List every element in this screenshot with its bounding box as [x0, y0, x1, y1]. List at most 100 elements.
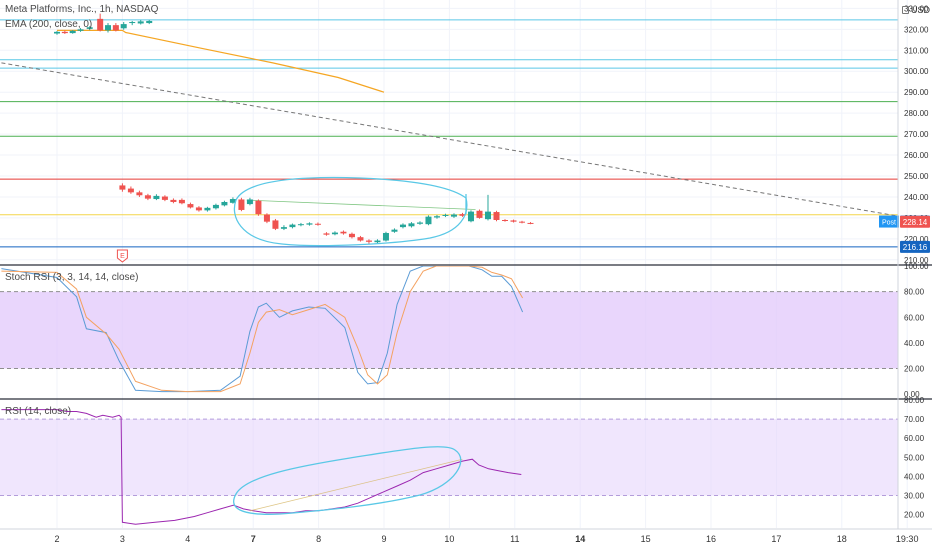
rsi-legend[interactable]: RSI (14, close)	[5, 406, 72, 417]
price-axis-tick: 310.00	[904, 46, 929, 55]
annotation-ellipse	[233, 176, 468, 247]
candle-body	[238, 199, 245, 210]
candle-body	[518, 221, 525, 223]
candle-body	[357, 237, 364, 241]
currency-label: USD	[911, 5, 931, 15]
candle-body	[493, 212, 500, 220]
price-axis-tick: 210.00	[904, 256, 929, 265]
candle-body	[510, 220, 517, 222]
earnings-marker-icon	[116, 249, 128, 263]
lock-icon	[902, 6, 909, 14]
rsi-axis-tick: 30.00	[904, 492, 925, 501]
dashed-trendline	[1, 62, 898, 217]
stoch-series-1	[1, 266, 524, 393]
candle-body	[153, 195, 160, 200]
candle-body	[221, 201, 228, 206]
rsi-annotation-ellipse	[233, 446, 462, 515]
candle-body	[246, 199, 253, 205]
stoch-axis-tick: 0.00	[904, 390, 920, 399]
price-axis-tick: 280.00	[904, 109, 929, 118]
price-axis-tick: 330.00	[904, 4, 929, 13]
candle-body	[146, 20, 153, 24]
rsi-axis-tick: 20.00	[904, 511, 925, 520]
price-axis-label-text: 216.16	[903, 243, 928, 252]
candle-body	[476, 210, 483, 218]
stoch-rsi-legend[interactable]: Stoch RSI (3, 3, 14, 14, close)	[5, 272, 139, 283]
time-axis-tick: 14	[575, 534, 585, 544]
candle-body	[467, 211, 474, 222]
price-axis-tick: 320.00	[904, 25, 929, 34]
post-tag	[879, 215, 899, 228]
candle-body	[289, 224, 296, 228]
candle-body	[416, 222, 423, 224]
ema-legend[interactable]: EMA (200, close, 0)	[5, 19, 93, 30]
price-axis-tick: 250.00	[904, 172, 929, 181]
candle-body	[527, 222, 534, 224]
price-axis-tick: 300.00	[904, 67, 929, 76]
candle-body	[501, 220, 508, 221]
time-axis-tick: 3	[120, 534, 125, 544]
price-axis-tick: 260.00	[904, 151, 929, 160]
candle-body	[54, 31, 60, 34]
time-axis-tick: 19:30	[896, 534, 919, 544]
time-axis-tick: 16	[706, 534, 716, 544]
price-axis-tick: 270.00	[904, 130, 929, 139]
candle-body	[77, 29, 84, 31]
candle-body	[86, 27, 93, 29]
candle-body	[170, 199, 177, 202]
stoch-band	[0, 291, 898, 369]
candle-body	[459, 214, 466, 216]
price-axis-tick: 240.00	[904, 193, 929, 202]
stoch-axis-tick: 80.00	[904, 288, 925, 297]
stoch-axis-tick: 40.00	[904, 339, 925, 348]
time-axis-tick: 2	[54, 534, 59, 544]
main-pane	[0, 13, 898, 248]
rsi-axis-tick: 40.00	[904, 472, 925, 481]
candle-body	[348, 233, 355, 238]
stoch-axis-tick: 100.00	[904, 262, 929, 271]
candle-body	[450, 214, 457, 217]
candle-body	[136, 192, 143, 196]
rsi-axis-tick: 60.00	[904, 434, 925, 443]
time-axis-tick: 11	[510, 534, 519, 544]
candle-body	[331, 232, 338, 235]
candle-body	[97, 18, 104, 31]
price-axis-label-text: 228.14	[903, 218, 928, 227]
time-axis-tick: 15	[641, 534, 651, 544]
candle-body	[178, 199, 185, 204]
symbol-title[interactable]: Meta Platforms, Inc., 1h, NASDAQ	[5, 4, 159, 15]
candle-body	[137, 21, 144, 24]
candle-body	[212, 204, 219, 209]
candle-body	[408, 223, 415, 227]
ema-line	[57, 29, 385, 93]
time-axis-tick: 7	[251, 534, 256, 544]
stoch-axis-tick: 60.00	[904, 313, 925, 322]
candle-body	[119, 185, 126, 190]
candle-body	[374, 240, 381, 243]
candle-body	[129, 22, 136, 24]
candle-body	[391, 229, 398, 232]
candle-body	[323, 233, 330, 235]
candle-body	[144, 195, 151, 199]
time-axis-tick: 10	[444, 534, 454, 544]
candle-body	[280, 227, 287, 229]
rsi-axis-tick: 70.00	[904, 415, 925, 424]
time-axis-tick: 17	[771, 534, 781, 544]
rsi-pane	[1, 409, 522, 525]
candle-body	[204, 207, 211, 211]
candle-body	[382, 232, 389, 241]
rsi-axis-tick: 50.00	[904, 453, 925, 462]
rsi-series-0	[1, 409, 522, 525]
channel-trendline	[246, 199, 476, 210]
candle-body	[229, 199, 236, 203]
candle-body	[105, 25, 112, 31]
price-axis-label	[900, 240, 930, 253]
candle-body	[112, 25, 119, 31]
candle-body	[442, 214, 449, 216]
candle-body	[314, 223, 321, 225]
candle-body	[255, 200, 262, 215]
candle-body	[297, 224, 304, 226]
candle-body	[433, 216, 440, 218]
currency-selector[interactable]: USD	[902, 5, 930, 15]
